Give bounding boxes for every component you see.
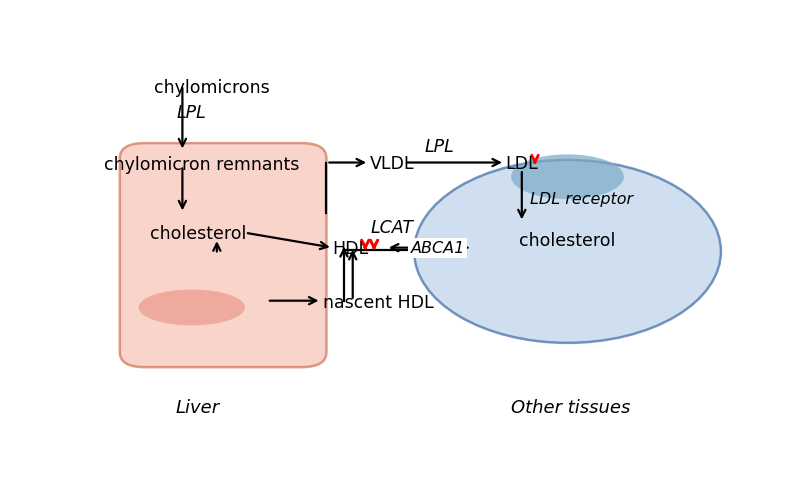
Text: chylomicron remnants: chylomicron remnants <box>104 155 300 173</box>
Text: LCAT: LCAT <box>370 219 413 237</box>
FancyBboxPatch shape <box>120 144 326 367</box>
Text: LDL: LDL <box>506 154 538 172</box>
Text: chylomicrons: chylomicrons <box>154 78 270 96</box>
Ellipse shape <box>139 290 245 326</box>
Text: cholesterol: cholesterol <box>149 224 246 242</box>
Text: ABCA1: ABCA1 <box>410 241 465 256</box>
Circle shape <box>414 161 721 343</box>
Text: Other tissues: Other tissues <box>511 398 630 416</box>
Text: nascent HDL: nascent HDL <box>323 293 434 311</box>
Ellipse shape <box>511 155 624 200</box>
Text: LPL: LPL <box>424 138 454 156</box>
Text: cholesterol: cholesterol <box>520 232 616 250</box>
Text: LPL: LPL <box>176 104 206 122</box>
Text: HDL: HDL <box>333 239 368 257</box>
Text: VLDL: VLDL <box>370 154 415 172</box>
Text: Liver: Liver <box>176 398 220 416</box>
Text: LDL receptor: LDL receptor <box>530 192 633 207</box>
